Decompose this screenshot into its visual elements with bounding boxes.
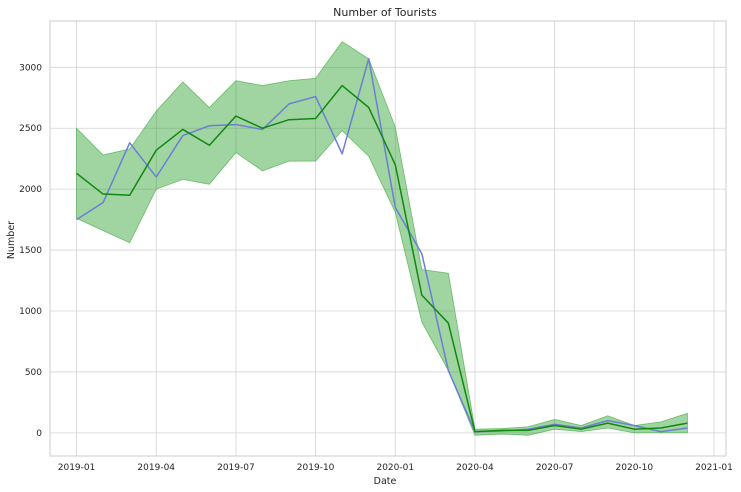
y-tick-label: 1500 [19, 246, 42, 256]
x-axis-label: Date [374, 476, 397, 487]
x-tick-label: 2020-01 [376, 463, 414, 473]
x-tick-label: 2020-07 [536, 463, 574, 473]
x-tick-label: 2019-07 [217, 463, 255, 473]
y-tick-label: 3000 [19, 63, 42, 73]
confidence-band [76, 41, 688, 436]
y-tick-label: 500 [25, 368, 42, 378]
x-tick-label: 2021-01 [695, 463, 733, 473]
y-axis-label: Number [6, 221, 17, 259]
series-line-2 [76, 84, 688, 433]
series-lines [76, 58, 688, 433]
y-tick-label: 1000 [19, 307, 42, 317]
y-tick-label: 2500 [19, 124, 42, 134]
series-line-1 [76, 58, 688, 433]
x-tick-label: 2020-04 [456, 463, 494, 473]
plot-frame [49, 20, 727, 457]
x-tick-label: 2019-04 [137, 463, 175, 473]
grid [50, 21, 726, 456]
band-area [76, 41, 688, 436]
x-tick-label: 2019-01 [58, 463, 96, 473]
plot-border [49, 20, 727, 457]
x-tick-label: 2019-10 [297, 463, 335, 473]
tick-labels: 2019-01 2019-04 2019-07 2019-10 2020-01 2020-… [19, 63, 733, 473]
x-tick-label: 2020-10 [616, 463, 654, 473]
chart-title: Number of Tourists [333, 6, 437, 19]
y-tick-label: 0 [36, 429, 42, 439]
y-tick-label: 2000 [19, 185, 42, 195]
